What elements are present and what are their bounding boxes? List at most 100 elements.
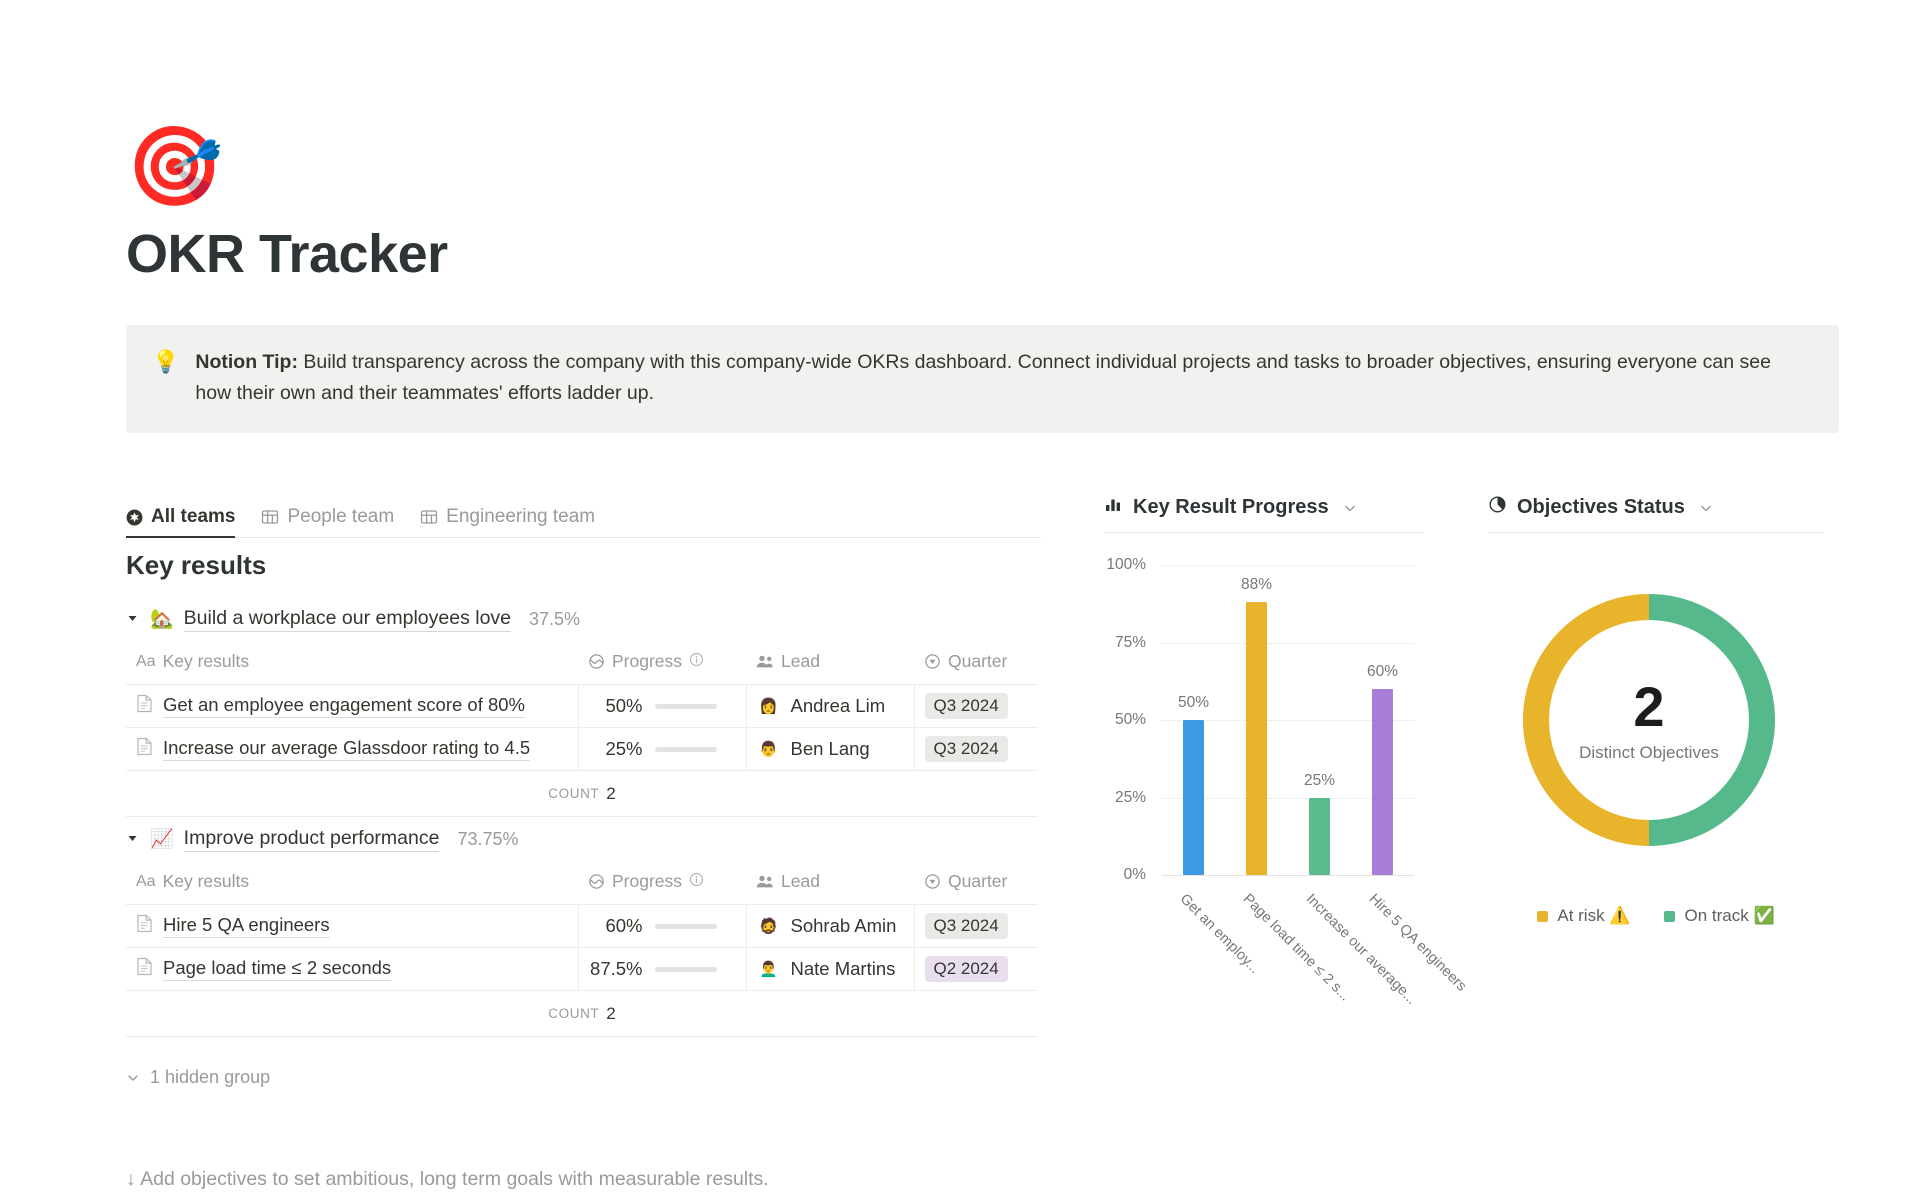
cell-lead[interactable]: 🧔 Sohrab Amin [746,904,915,948]
chevron-down-icon[interactable] [1343,501,1357,515]
column-header-label: Progress [612,871,683,891]
key-results-section: Key results 🏡 Build a workplace our emplo… [126,550,1046,1088]
cell-lead[interactable]: 👩 Andrea Lim [746,684,915,728]
cell-quarter[interactable]: Q3 2024 [914,904,1038,948]
column-header-lead[interactable]: Lead [746,867,914,905]
quarter-badge: Q3 2024 [924,736,1008,762]
table-row[interactable]: Hire 5 QA engineers 60% 🧔 Sohrab Amin Q3 202… [126,904,1038,948]
donut-chart: 2 Distinct Objectives At risk ⚠️ On track… [1488,561,1824,961]
bar-chart-header[interactable]: Key Result Progress [1104,495,1424,533]
group-header[interactable]: 📈 Improve product performance 73.75% [126,823,1046,855]
y-axis-tick: 25% [1114,788,1146,806]
bar-x-axis-labels: Get an employ... Page load time ≤ 2 s... I… [1162,885,1469,1008]
cell-quarter[interactable]: Q3 2024 [914,684,1038,728]
table-icon [420,508,438,526]
add-objectives-hint[interactable]: ↓ Add objectives to set ambitious, long … [126,1168,769,1190]
cell-progress[interactable]: 60% [578,904,747,948]
key-result-name[interactable]: Page load time ≤ 2 seconds [163,957,392,981]
chevron-down-icon[interactable] [1699,501,1713,515]
table-header-row: Aa Key results Progress Lead Quarter [126,867,1038,905]
legend-swatch [1664,910,1676,922]
bar[interactable] [1183,720,1204,875]
cell-progress[interactable]: 50% [578,684,747,728]
donut-chart-header[interactable]: Objectives Status [1488,495,1824,533]
avatar: 👨 [756,737,781,761]
bar[interactable] [1372,689,1393,875]
bar[interactable] [1309,797,1330,875]
page-title[interactable]: OKR Tracker [126,224,448,284]
donut-svg [1523,594,1775,846]
lightbulb-icon: 💡 [152,349,180,374]
cell-lead[interactable]: 👨‍🦱 Nate Martins [746,947,915,991]
cell-key-result[interactable]: Page load time ≤ 2 seconds [126,947,579,991]
column-header-quarter[interactable]: Quarter [914,867,1038,905]
column-header-name[interactable]: Aa Key results [136,871,250,891]
count-label: COUNT [548,786,600,801]
key-result-name[interactable]: Get an employee engagement score of 80% [163,694,526,718]
x-axis-label: Page load time ≤ 2 s... [1239,891,1353,1005]
cell-quarter[interactable]: Q2 2024 [914,947,1038,991]
cell-lead[interactable]: 👨 Ben Lang [746,727,915,771]
callout-body: Build transparency across the company wi… [195,351,1771,404]
table-row[interactable]: Get an employee engagement score of 80% 5… [126,684,1038,728]
tab-engineering-team[interactable]: Engineering team [420,506,595,537]
donut-slice[interactable] [1648,594,1775,846]
column-header-label: Quarter [948,651,1008,671]
column-header-quarter[interactable]: Quarter [914,647,1038,685]
group-name[interactable]: Build a workplace our employees love [183,607,512,632]
key-result-name[interactable]: Increase our average Glassdoor rating to… [163,737,531,761]
group-count-row: COUNT 2 [126,771,1038,817]
y-axis-tick: 50% [1114,711,1146,728]
cell-quarter[interactable]: Q3 2024 [914,727,1038,771]
key-result-name[interactable]: Hire 5 QA engineers [163,914,330,938]
collapse-caret-icon[interactable] [126,832,140,846]
asterisk-icon [126,509,143,526]
bar-slot: 50% [1162,565,1225,875]
bar[interactable] [1246,602,1267,875]
donut-slice[interactable] [1523,594,1650,846]
legend-item[interactable]: At risk ⚠️ [1537,906,1630,926]
tab-all-teams[interactable]: All teams [126,506,236,538]
progress-value: 50% [605,695,643,716]
page-icon [136,737,153,761]
donut-chart-title: Objectives Status [1517,496,1685,518]
donut-legend: At risk ⚠️ On track ✅ [1488,906,1824,926]
column-header-label: Key results [162,871,250,891]
cell-key-result[interactable]: Increase our average Glassdoor rating to… [126,727,579,771]
page-header: 🎯 OKR Tracker [126,120,1826,286]
progress-bar [654,923,717,929]
legend-item[interactable]: On track ✅ [1664,906,1775,926]
count-label: COUNT [548,1006,600,1021]
progress-bar [654,966,717,972]
collapse-caret-icon[interactable] [126,612,140,626]
page-icon [136,957,153,981]
info-icon[interactable] [689,651,704,672]
cell-progress[interactable]: 87.5% [578,947,747,991]
column-header-progress[interactable]: Progress [578,867,746,905]
bar-slot: 60% [1351,565,1414,875]
column-header-progress[interactable]: Progress [578,647,746,685]
group-header[interactable]: 🏡 Build a workplace our employees love 37.… [126,603,1046,635]
notion-tip-callout: 💡 Notion Tip: Build transparency across … [126,325,1839,433]
progress-bar [654,746,717,752]
group-emoji-icon: 📈 [150,829,174,850]
cell-key-result[interactable]: Hire 5 QA engineers [126,904,579,948]
table-header-row: Aa Key results Progress Lead Quarter [126,647,1038,685]
count-value: 2 [606,1003,616,1023]
cell-progress[interactable]: 25% [578,727,747,771]
table-row[interactable]: Increase our average Glassdoor rating to… [126,727,1038,771]
table-row[interactable]: Page load time ≤ 2 seconds 87.5% 👨‍🦱 Nate M… [126,947,1038,991]
lead-name: Andrea Lim [790,695,886,716]
view-tabs: All teams People team Engineering team [126,495,1041,538]
group-name[interactable]: Improve product performance [183,827,440,852]
hidden-group-toggle[interactable]: 1 hidden group [126,1067,1046,1088]
cell-key-result[interactable]: Get an employee engagement score of 80% [126,684,579,728]
objectives-status-panel: Objectives Status 2 Distinct Objectives … [1488,495,1824,961]
progress-value: 25% [605,738,643,759]
info-icon[interactable] [689,871,704,892]
column-header-lead[interactable]: Lead [746,647,914,685]
page-emoji-target-icon[interactable]: 🎯 [126,122,224,210]
tab-people-team[interactable]: People team [261,506,394,537]
bar-chart: 0% 25% 50% 75% 100% 50% 88% 25% 60% Get an emplo… [1104,555,1468,1008]
column-header-name[interactable]: Aa Key results [136,651,250,671]
